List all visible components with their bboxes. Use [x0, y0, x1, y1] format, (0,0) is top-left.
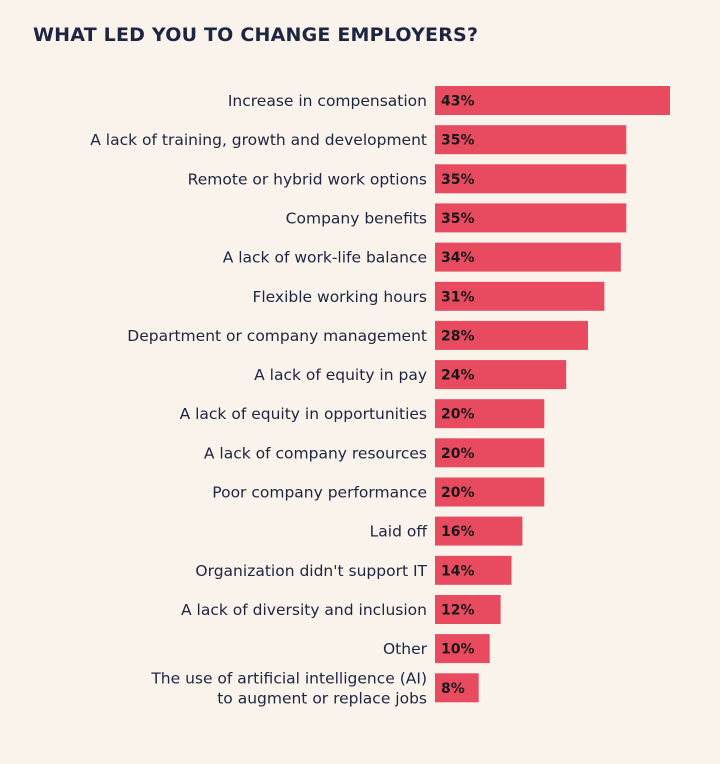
bar [435, 399, 545, 429]
value-label: 20% [441, 446, 475, 462]
value-label: 35% [441, 211, 475, 227]
bars-group [435, 86, 670, 703]
value-label: 12% [441, 603, 475, 619]
chart-title: WHAT LED YOU TO CHANGE EMPLOYERS? [33, 24, 479, 46]
bar [435, 555, 512, 585]
category-label: Increase in compensation [228, 92, 427, 110]
value-label: 31% [441, 289, 475, 305]
bar [435, 516, 523, 546]
category-label: Company benefits [286, 209, 427, 227]
bar [435, 86, 670, 115]
category-labels-group: Increase in compensation A lack of traini… [90, 92, 427, 707]
value-label: 35% [441, 172, 475, 188]
category-label: Other [383, 640, 428, 658]
bar [435, 125, 627, 155]
bar [435, 320, 588, 350]
category-label: Poor company performance [212, 484, 427, 502]
bar [435, 360, 567, 390]
value-label: 14% [441, 563, 475, 579]
value-label: 20% [441, 485, 475, 501]
category-label: A lack of diversity and inclusion [181, 601, 427, 619]
category-label: A lack of training, growth and developme… [90, 131, 427, 149]
category-label: A lack of work-life balance [223, 249, 427, 267]
bar [435, 281, 605, 311]
value-label: 8% [441, 681, 465, 697]
category-label: The use of artificial intelligence (AI) t… [150, 669, 427, 707]
bar [435, 438, 545, 468]
category-label: Remote or hybrid work options [188, 170, 427, 188]
category-label: A lack of equity in opportunities [180, 405, 427, 423]
value-label: 34% [441, 250, 475, 266]
category-label: A lack of company resources [204, 444, 427, 462]
value-labels-group: 43% 35% 35% 35% 34% 31% 28% 24% 20% 20% 20% 16% 14% 1… [441, 94, 475, 697]
value-label: 43% [441, 94, 475, 110]
bar [435, 203, 627, 233]
category-label: Laid off [370, 523, 428, 541]
category-label: Flexible working hours [252, 288, 427, 306]
bar [435, 595, 501, 624]
bar [435, 242, 621, 272]
category-label: Department or company management [127, 327, 427, 345]
bar [435, 477, 545, 507]
value-label: 24% [441, 368, 475, 384]
value-label: 20% [441, 407, 475, 423]
value-label: 16% [441, 524, 475, 540]
value-label: 10% [441, 642, 475, 658]
bar [435, 634, 490, 664]
value-label: 28% [441, 328, 475, 344]
category-label: Organization didn't support IT [195, 562, 427, 580]
bar [435, 164, 627, 194]
value-label: 35% [441, 133, 475, 149]
bar [435, 673, 479, 703]
category-label: A lack of equity in pay [254, 366, 427, 384]
